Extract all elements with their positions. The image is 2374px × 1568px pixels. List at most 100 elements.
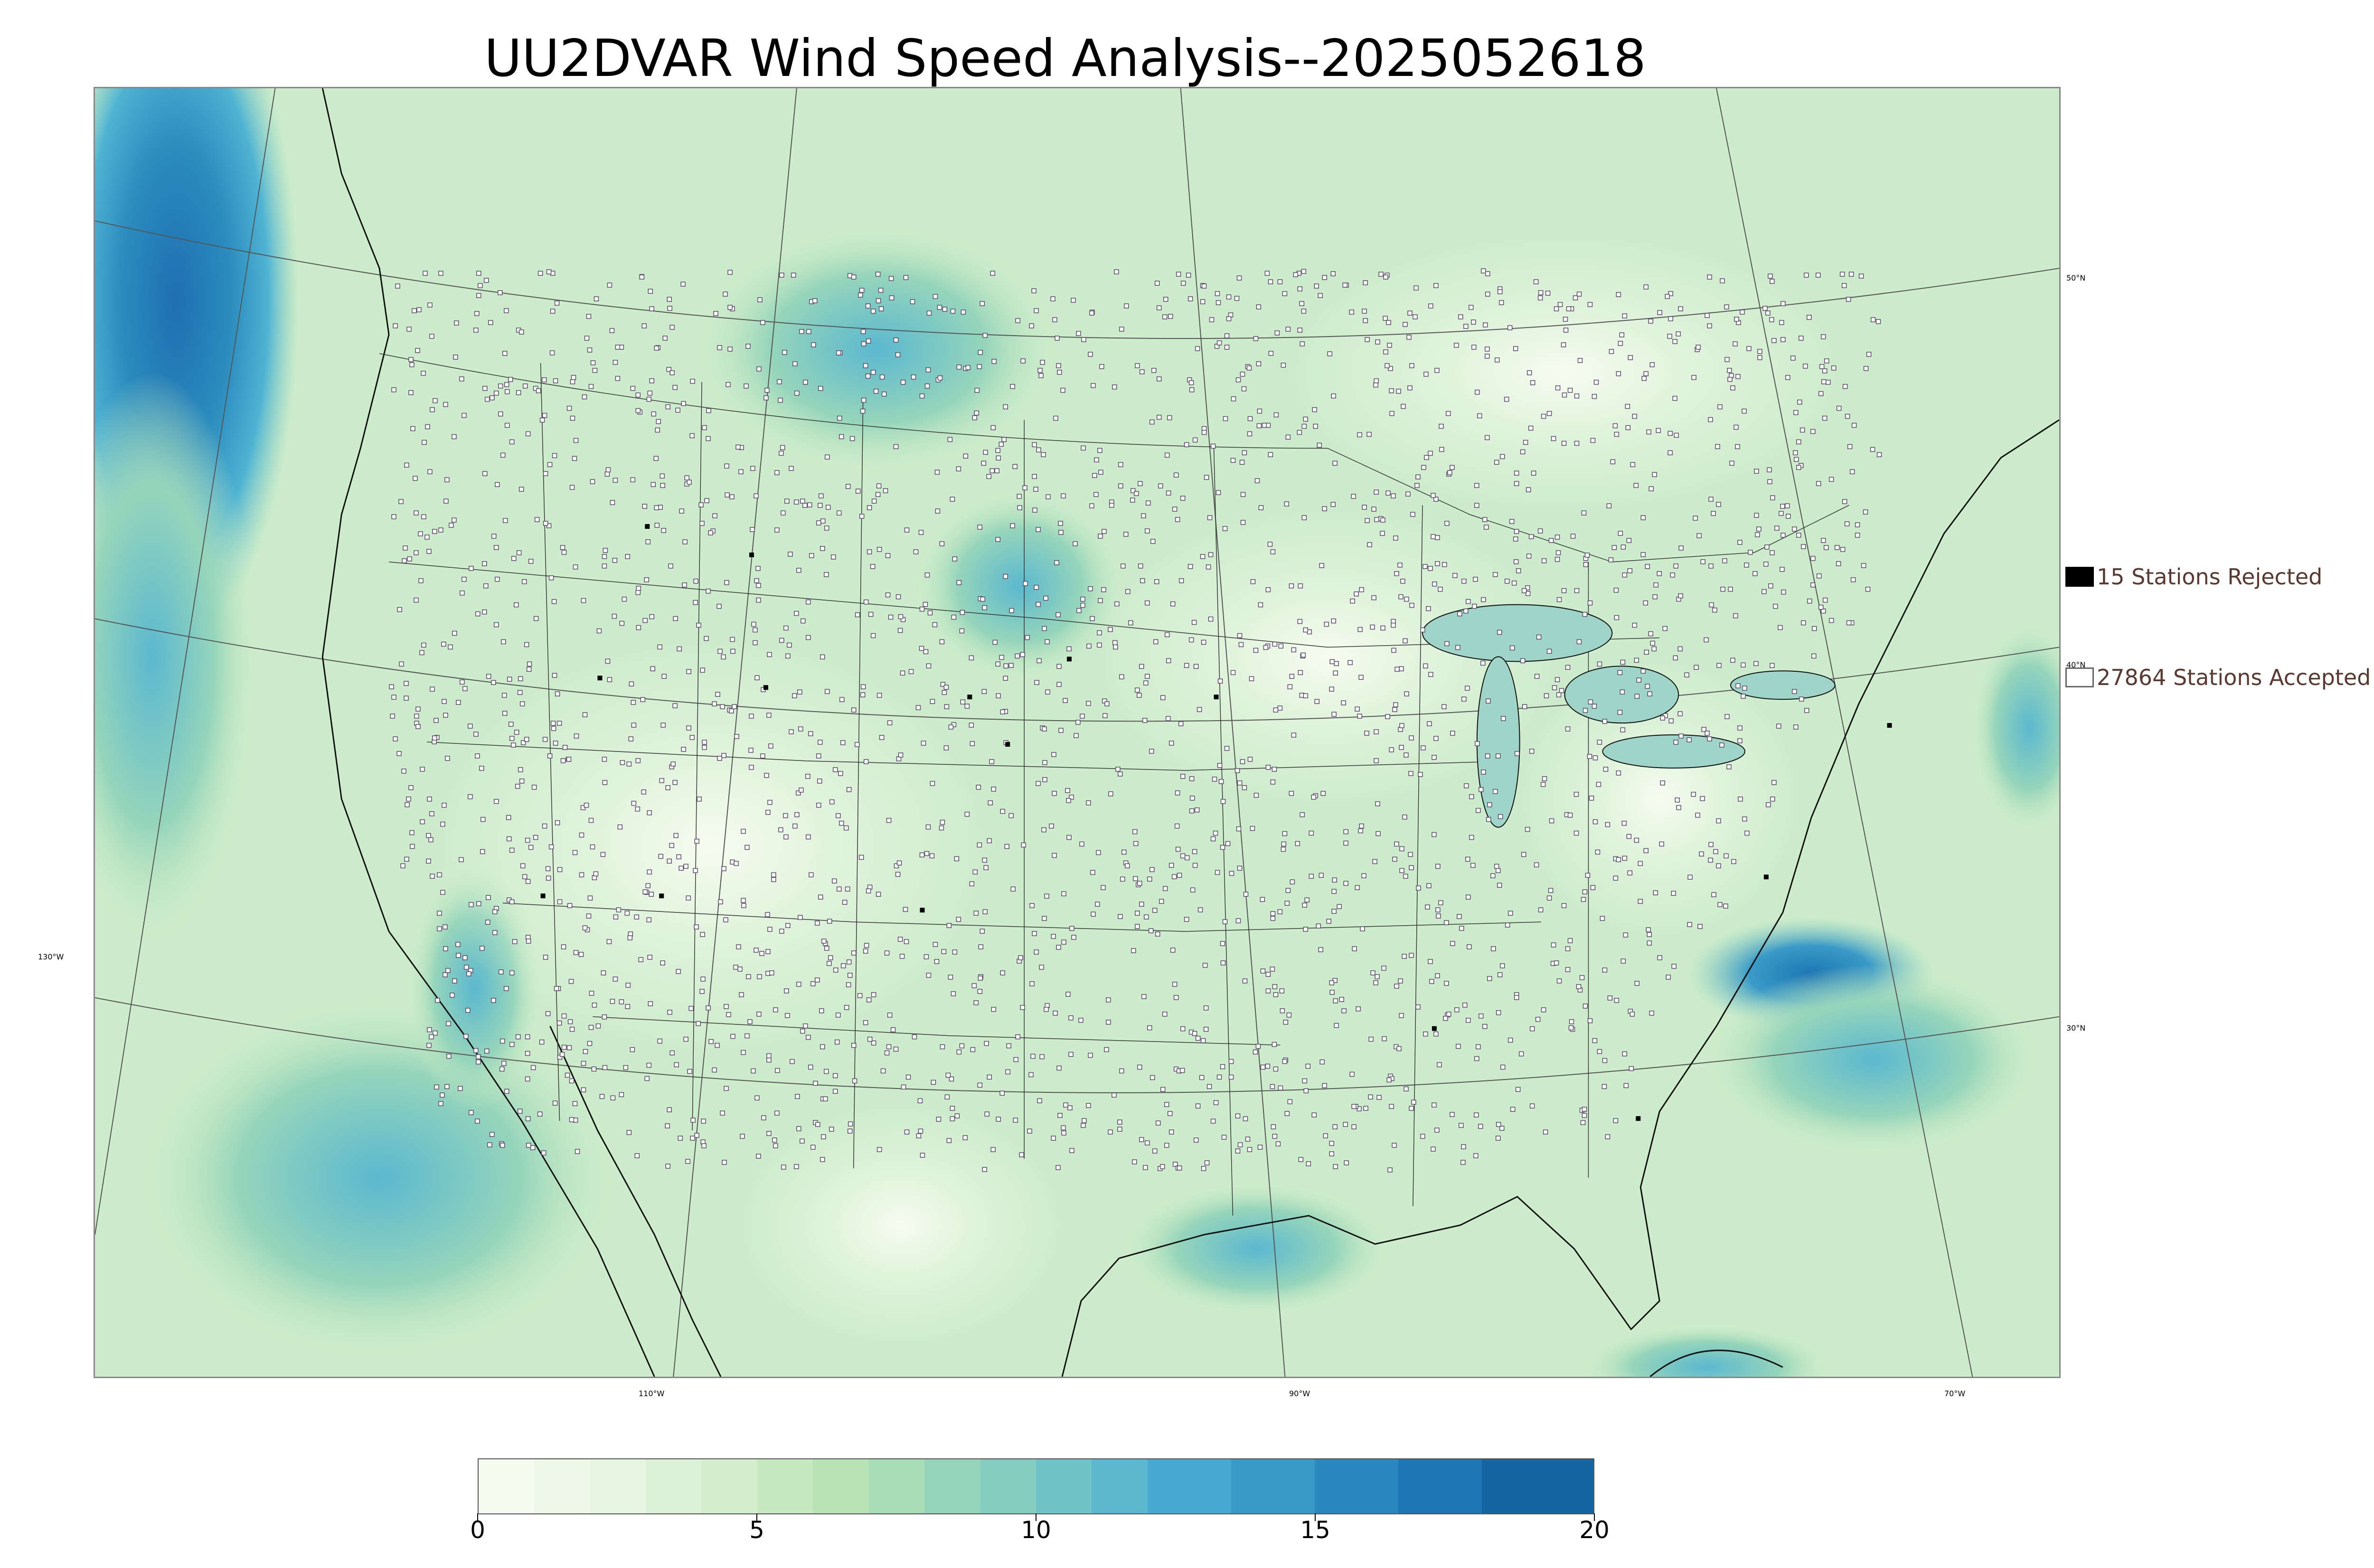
station-accepted [1385,363,1390,368]
station-accepted [1649,362,1655,367]
station-accepted [420,819,425,825]
station-accepted [485,920,490,925]
station-accepted [1588,699,1593,704]
station-accepted [1265,1063,1271,1069]
station-accepted [1713,849,1718,854]
station-accepted [1614,615,1620,620]
station-accepted [1382,1036,1387,1042]
station-accepted [1614,998,1620,1003]
station-accepted [1020,652,1025,657]
station-accepted [584,802,589,808]
station-accepted [810,981,816,986]
station-accepted [1810,556,1816,561]
station-accepted [799,329,804,334]
station-accepted [1529,1026,1535,1032]
station-accepted [846,959,852,965]
station-accepted [1138,563,1143,569]
station-accepted [433,398,438,404]
station-accepted [1804,708,1809,713]
station-accepted [1383,316,1388,321]
station-accepted [851,950,857,956]
colorbar [478,1458,1594,1514]
station-accepted [940,682,946,687]
station-accepted [1473,1153,1479,1158]
station-accepted [898,752,904,758]
station-accepted [824,572,829,577]
station-accepted [1640,515,1646,520]
station-accepted [1476,807,1481,813]
station-accepted [1092,473,1097,478]
wind-speed-map[interactable]: 130°W 110°W 90°W 70°W 50°N 40°N 30°N [38,87,2085,1398]
station-accepted [1017,494,1022,499]
station-accepted [390,714,395,719]
station-accepted [984,1041,989,1046]
station-accepted [473,328,479,333]
station-accepted [1272,984,1278,989]
station-accepted [1277,705,1283,711]
station-accepted [1733,613,1738,619]
station-accepted [1132,829,1138,835]
station-accepted [1636,677,1642,683]
station-accepted [1549,818,1554,824]
station-accepted [946,923,952,928]
station-accepted [1770,495,1775,500]
station-accepted [552,673,557,678]
station-accepted [500,1038,505,1044]
station-accepted [949,1076,954,1082]
station-accepted [1735,683,1741,688]
station-accepted [485,396,490,402]
station-accepted [1039,965,1044,970]
station-accepted [1156,1120,1161,1126]
station-accepted [677,646,682,652]
station-accepted [781,510,786,516]
station-accepted [415,348,420,353]
station-accepted [1273,707,1279,713]
legend-rejected-label: 15 Stations Rejected [2097,564,2323,590]
station-accepted [1548,888,1554,893]
station-accepted [1622,313,1628,319]
station-accepted [600,852,606,857]
station-accepted [1561,588,1567,593]
station-accepted [1359,823,1364,829]
station-accepted [1242,785,1247,790]
station-accepted [1088,586,1093,592]
station-accepted [1081,445,1086,451]
station-accepted [1256,423,1262,429]
station-accepted [1178,721,1184,726]
station-accepted [1537,295,1543,300]
station-accepted [1693,516,1698,521]
station-accepted [1475,389,1480,395]
station-accepted [771,877,776,883]
station-accepted [940,819,945,825]
station-accepted [1010,886,1016,892]
station-accepted [1673,563,1678,569]
station-accepted [1268,452,1273,458]
station-accepted [1004,844,1009,849]
station-accepted [569,1078,575,1084]
station-accepted [1819,364,1825,369]
station-accepted [565,1072,570,1078]
station-accepted [1627,870,1633,876]
station-accepted [1483,322,1488,328]
lat-label-40n: 40°N [2066,660,2086,669]
station-accepted [1013,1057,1018,1062]
station-accepted [1241,386,1247,392]
station-accepted [1038,373,1044,378]
station-accepted [982,333,988,338]
station-accepted [1482,1023,1488,1029]
station-accepted [1407,310,1413,316]
station-accepted [557,867,563,873]
station-accepted [442,802,447,808]
station-accepted [426,858,431,864]
station-accepted [900,379,906,385]
station-accepted [1112,384,1117,390]
station-accepted [1687,922,1692,927]
station-accepted [972,869,978,875]
station-accepted [1556,597,1562,602]
station-accepted [950,1116,955,1121]
station-accepted [1329,1141,1334,1146]
station-accepted [1471,319,1476,325]
station-accepted [738,469,744,474]
station-accepted [1210,1118,1216,1124]
station-accepted [983,865,989,871]
